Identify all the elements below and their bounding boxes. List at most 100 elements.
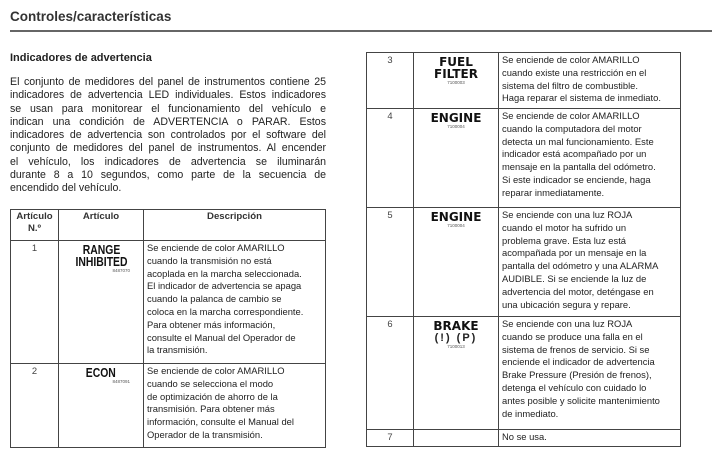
table-row: 6 BRAKE (!) (P) 7100013 Se enciende con una … [366, 316, 681, 430]
description-line: acompañada por un mensaje en la [502, 247, 647, 259]
header-item: Artículo [58, 209, 144, 241]
description-line: una ubicación segura y repare. [502, 298, 631, 310]
warning-table-right: 3 FUEL FILTER 7100003 Se enciende de color A… [366, 52, 681, 447]
intro-paragraph: El conjunto de medidores del panel de in… [10, 76, 326, 196]
description-cell: No se usa. [498, 429, 681, 447]
description-cell: Se enciende de color AMARILLO cuando la t… [143, 240, 326, 364]
description-cell: Se enciende con una luz ROJA cuando se pr… [498, 316, 681, 430]
description-line: cuando se produce una falla en el [502, 330, 643, 342]
indicator-label-cell: ENGINE 7100004 [413, 108, 499, 208]
description-line: enciende el indicador de advertencia [502, 356, 655, 368]
indicator-label-text: RANGE [82, 242, 120, 257]
description-line: Se enciende de color AMARILLO [502, 54, 640, 65]
intro-line: encendido del vehículo. [10, 182, 122, 195]
intro-line: indicadores de advertencia son controlad… [10, 129, 326, 142]
description-line: consulte el Manual del Operador de [147, 331, 296, 343]
intro-line: durante 8 a 10 segundos, como parte de l… [10, 169, 326, 182]
table-row: 2 ECON 8487091 Se enciende de color AMARILL… [10, 363, 326, 448]
intro-line: indicadores de advertencia LED individua… [10, 89, 326, 102]
description-line: cuando se selecciona el modo [147, 377, 274, 389]
header-description: Descripción [143, 209, 326, 241]
description-line: transmisión. Para obtener más [147, 403, 275, 415]
table-row: 1 RANGE INHIBITED 8487070 Se enciende de col… [10, 240, 326, 364]
description-line: mensaje en la pantalla del odómetro. [502, 161, 656, 173]
description-line: antes posible y solicite mantenimiento [502, 394, 660, 406]
description-line: coloca en la marcha correspondiente. [147, 305, 304, 317]
description-line: problema grave. Esta luz está [502, 234, 627, 246]
description-line: No se usa. [502, 431, 547, 442]
description-line: AUDIBLE. Si se enciende la luz de [502, 272, 647, 284]
indicator-label-cell: RANGE INHIBITED 8487070 [58, 240, 144, 364]
description-line: Se enciende de color AMARILLO [147, 242, 285, 253]
description-line: sistema del filtro de combustible. [502, 79, 638, 91]
intro-line: se usan para monitorear el funcionamient… [10, 102, 326, 115]
description-line: Se enciende de color AMARILLO [502, 110, 640, 121]
indicator-label-cell [413, 429, 499, 447]
description-line: detecta un mal funcionamiento. Este [502, 135, 654, 147]
header-number-line1: Artículo [16, 211, 53, 222]
description-cell: Se enciende de color AMARILLO cuando se s… [143, 363, 326, 448]
description-line: advertencia del motor, deténgase en [502, 285, 654, 297]
intro-line: El conjunto de medidores del panel de in… [10, 76, 326, 88]
description-line: El indicador de advertencia se apaga [147, 280, 302, 292]
description-line: Haga reparar el sistema de inmediato. [502, 92, 661, 104]
description-line: Se enciende con una luz ROJA [502, 209, 633, 220]
header-number-line2: N.º [27, 223, 42, 234]
description-line: información, consulte el Manual del [147, 416, 294, 428]
header-rule [10, 30, 712, 32]
indicator-label-text: ECON [85, 365, 117, 380]
description-line: cuando la palanca de cambio se [147, 293, 282, 305]
description-line: de inmediato. [502, 407, 559, 419]
indicator-code: 7100004 [447, 124, 465, 129]
indicator-label: ECON [62, 365, 140, 380]
description-line: reparar inmediatamente. [502, 186, 605, 198]
description-line: cuando existe una restricción en el [502, 66, 647, 78]
table-row: 5 ENGINE 7100004 Se enciende con una luz RO… [366, 207, 681, 317]
section-title: Indicadores de advertencia [10, 52, 152, 64]
description-cell: Se enciende de color AMARILLO cuando exis… [498, 52, 681, 109]
indicator-label: BRAKE [433, 319, 479, 333]
indicator-label: RANGE [62, 242, 140, 257]
brake-symbols-icon: (!) (P) [434, 332, 478, 344]
indicator-label: INHIBITED [62, 254, 140, 269]
description-cell: Se enciende con una luz ROJA cuando el mo… [498, 207, 681, 317]
page-header-title: Controles/características [10, 9, 172, 24]
row-number: 3 [366, 52, 414, 109]
row-number: 1 [10, 240, 59, 364]
indicator-code: 7100004 [447, 223, 465, 228]
indicator-code: 8487070 [112, 268, 130, 273]
row-number: 7 [366, 429, 414, 447]
indicator-label-text: INHIBITED [75, 254, 127, 269]
description-line: indicador está acompañado por un [502, 148, 647, 160]
row-number: 6 [366, 316, 414, 430]
description-line: cuando la computadora del motor [502, 122, 642, 134]
indicator-label-cell: BRAKE (!) (P) 7100013 [413, 316, 499, 430]
intro-line: el vehículo, los indicadores de adverten… [10, 155, 326, 168]
indicator-label: ENGINE [430, 210, 482, 224]
description-line: pantalla del odómetro y una ALARMA [502, 260, 659, 272]
row-number: 4 [366, 108, 414, 208]
table-row: 7 No se usa. [366, 429, 681, 447]
indicator-label-cell: ENGINE 7100004 [413, 207, 499, 317]
description-line: Brake Pressure (Presión de frenos), [502, 369, 652, 381]
description-cell: Se enciende de color AMARILLO cuando la c… [498, 108, 681, 208]
indicator-code: 7100003 [447, 80, 465, 85]
indicator-code: 8487091 [112, 379, 130, 384]
warning-table-left: Artículo N.º Artículo Descripción 1 RANGE I… [10, 209, 326, 448]
description-line: de optimización de ahorro de la [147, 390, 278, 402]
description-line: sistema de frenos de servicio. Si se [502, 343, 650, 355]
description-line: cuando la transmisión no está [147, 254, 272, 266]
description-line: Si este indicador se enciende, haga [502, 173, 651, 185]
description-line: Se enciende de color AMARILLO [147, 365, 285, 376]
header-number: Artículo N.º [10, 209, 59, 241]
indicator-label: FILTER [434, 67, 478, 81]
intro-line: indican una condición de ADVERTENCIA o P… [10, 115, 326, 128]
description-line: Para obtener más información, [147, 318, 276, 330]
description-line: detenga el vehículo con cuidado lo [502, 381, 647, 393]
indicator-label-cell: ECON 8487091 [58, 363, 144, 448]
row-number: 2 [10, 363, 59, 448]
indicator-label: FUEL [439, 55, 473, 69]
intro-line: conjunto de medidores del panel de instr… [10, 142, 326, 155]
row-number: 5 [366, 207, 414, 317]
table-row: 3 FUEL FILTER 7100003 Se enciende de color A… [366, 52, 681, 109]
